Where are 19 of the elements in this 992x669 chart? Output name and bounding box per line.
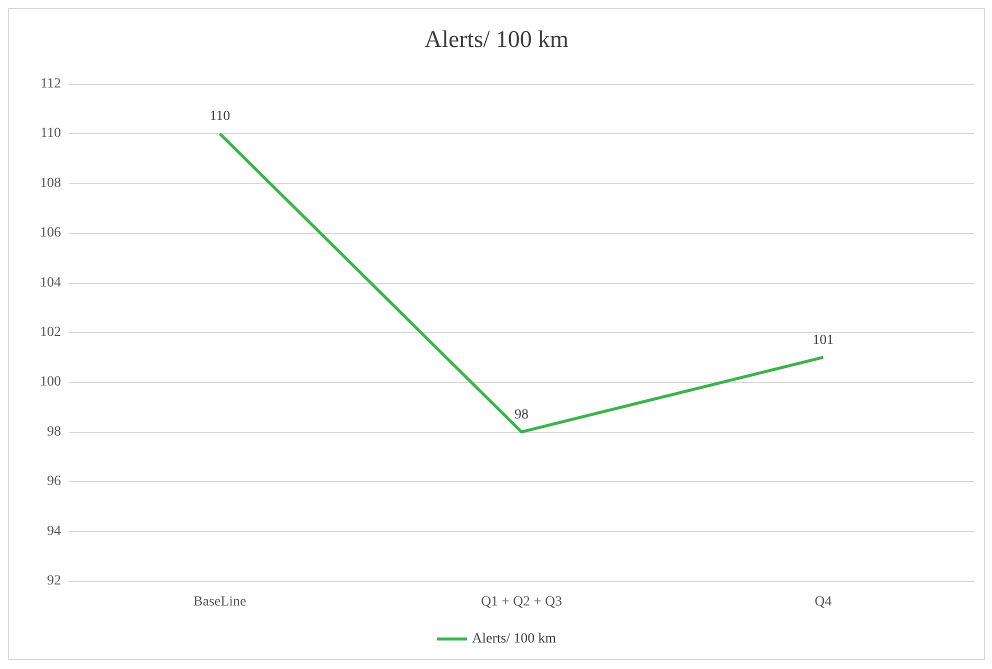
y-tick-label: 92 xyxy=(47,574,61,588)
chart-title: Alerts/ 100 km xyxy=(424,27,569,53)
y-tick-label: 96 xyxy=(47,474,61,490)
y-tick-label: 112 xyxy=(40,76,61,92)
y-tick-label: 100 xyxy=(40,374,61,390)
data-label: 101 xyxy=(812,332,834,348)
y-tick-label: 106 xyxy=(40,226,61,241)
y-tick-label: 104 xyxy=(40,275,61,290)
legend-label: Alerts/ 100 km xyxy=(472,632,556,646)
y-tick-label: 94 xyxy=(47,524,61,539)
x-tick-label: BaseLine xyxy=(193,594,246,610)
y-tick-label: 108 xyxy=(40,176,61,191)
x-tick-label: Q4 xyxy=(814,594,832,610)
data-label: 110 xyxy=(210,109,230,124)
x-tick-label: Q1 + Q2 + Q3 xyxy=(480,594,562,610)
y-tick-label: 102 xyxy=(40,325,61,340)
data-label: 98 xyxy=(514,407,528,422)
y-tick-label: 98 xyxy=(47,424,61,440)
y-tick-label: 110 xyxy=(40,126,61,142)
